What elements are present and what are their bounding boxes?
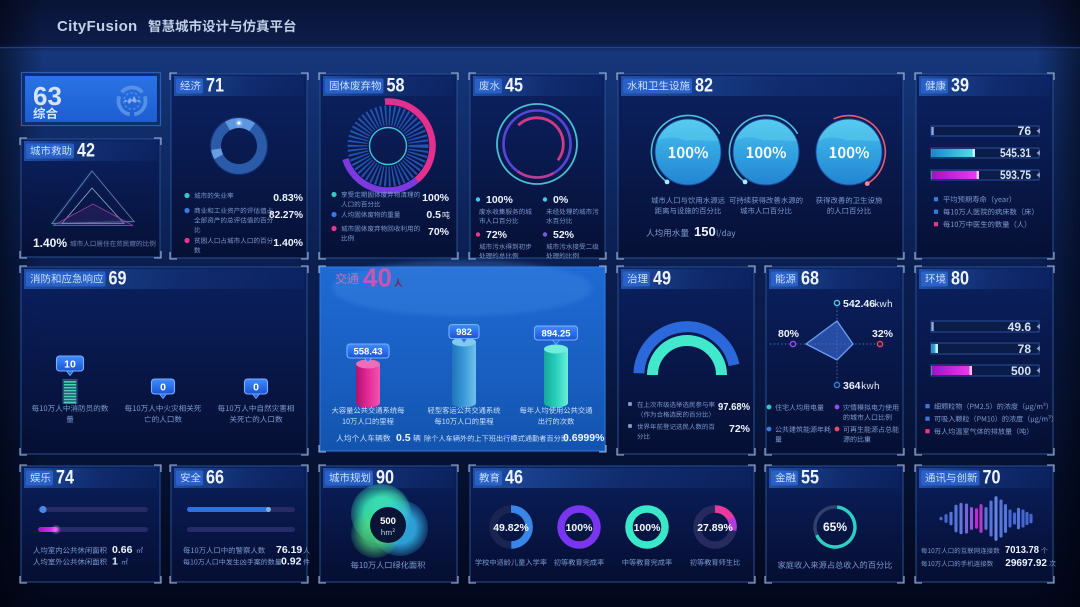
svg-text:76: 76 (1018, 124, 1032, 138)
svg-text:39: 39 (951, 76, 969, 97)
svg-text:76.19: 76.19 (276, 544, 302, 556)
svg-text:72%: 72% (486, 229, 508, 241)
svg-text:71: 71 (206, 76, 224, 97)
svg-text:0: 0 (253, 381, 259, 393)
svg-text:10: 10 (64, 358, 76, 370)
svg-text:69: 69 (109, 269, 127, 290)
svg-text:80: 80 (951, 269, 969, 290)
svg-text:97.68%: 97.68% (718, 401, 751, 413)
svg-text:0%: 0% (553, 194, 569, 206)
svg-text:90: 90 (376, 468, 394, 489)
svg-text:82: 82 (695, 76, 713, 97)
svg-text:100%: 100% (566, 522, 594, 534)
svg-text:29697.92: 29697.92 (1005, 558, 1047, 569)
svg-text:78: 78 (1018, 342, 1032, 356)
svg-text:545.31: 545.31 (1000, 146, 1031, 160)
svg-text:0: 0 (160, 381, 166, 393)
svg-text:63: 63 (33, 81, 62, 111)
svg-text:100%: 100% (634, 522, 662, 534)
svg-text:82.27%: 82.27% (269, 209, 304, 221)
svg-text:49.82%: 49.82% (493, 522, 529, 534)
svg-text:49: 49 (653, 269, 671, 290)
svg-text:70: 70 (983, 468, 1001, 489)
svg-text:52%: 52% (553, 229, 575, 241)
svg-text:74: 74 (56, 468, 74, 489)
svg-text:80%: 80% (778, 328, 800, 340)
svg-text:982: 982 (456, 327, 472, 338)
svg-text:46: 46 (505, 468, 523, 489)
svg-text:1: 1 (112, 556, 118, 568)
svg-text:49.6: 49.6 (1008, 320, 1032, 334)
svg-text:55: 55 (801, 468, 819, 489)
svg-text:500: 500 (380, 516, 396, 527)
svg-text:1.40%: 1.40% (273, 237, 303, 249)
svg-text:0.83%: 0.83% (273, 192, 303, 204)
svg-text:68: 68 (801, 269, 819, 290)
svg-text:32%: 32% (872, 328, 894, 340)
svg-text:0.5: 0.5 (396, 432, 411, 444)
svg-text:500: 500 (1011, 364, 1031, 378)
svg-text:45: 45 (505, 76, 523, 97)
svg-text:100%: 100% (486, 194, 514, 206)
svg-text:42: 42 (77, 141, 95, 162)
svg-text:0.92: 0.92 (281, 556, 302, 568)
svg-text:CityFusion: CityFusion (57, 18, 138, 35)
svg-text:7013.78: 7013.78 (1005, 545, 1039, 556)
svg-text:58: 58 (387, 76, 405, 97)
svg-text:0.6999%: 0.6999% (563, 432, 605, 444)
svg-text:70%: 70% (428, 226, 450, 238)
svg-text:364: 364 (843, 380, 861, 392)
svg-text:593.75: 593.75 (1000, 168, 1031, 182)
svg-text:66: 66 (206, 468, 224, 489)
svg-text:1.40%: 1.40% (33, 236, 67, 250)
svg-text:72%: 72% (729, 423, 751, 435)
svg-text:0.5: 0.5 (426, 209, 441, 221)
svg-text:65%: 65% (823, 520, 847, 534)
svg-text:150: 150 (694, 224, 716, 239)
svg-text:558.43: 558.43 (353, 346, 382, 357)
svg-text:0.66: 0.66 (112, 544, 133, 556)
svg-text:100%: 100% (422, 192, 450, 204)
svg-text:894.25: 894.25 (541, 328, 571, 339)
svg-text:542.46: 542.46 (843, 298, 875, 310)
svg-text:27.89%: 27.89% (697, 522, 733, 534)
